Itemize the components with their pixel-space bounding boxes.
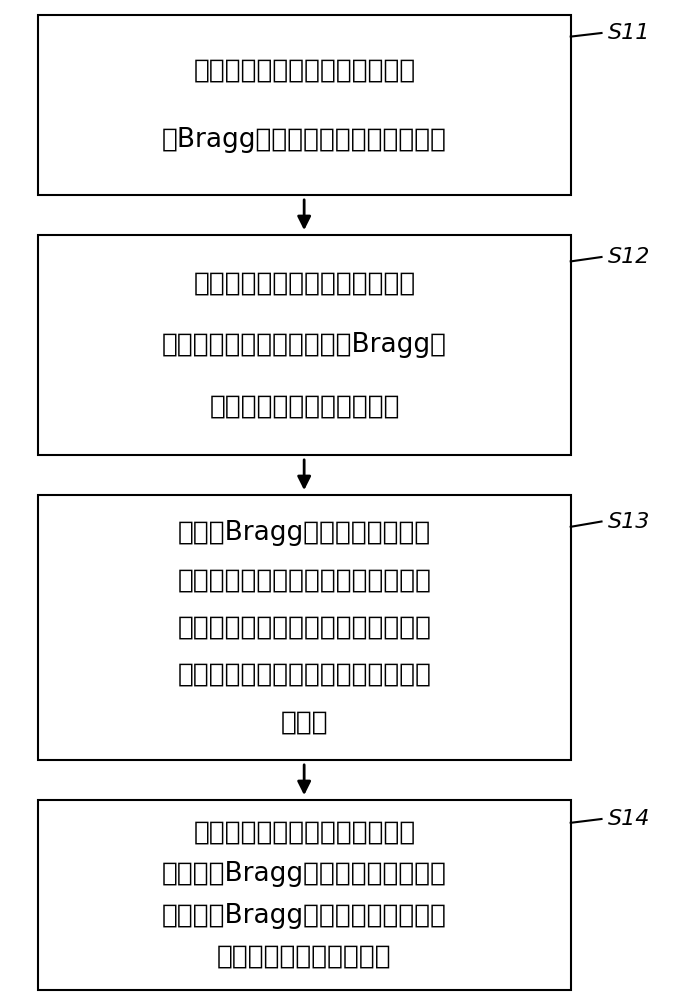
Bar (38, 800, 571, 990)
Text: 度传感器进行标定，将光纤Bragg光: 度传感器进行标定，将光纤Bragg光 (162, 332, 447, 358)
Text: 成的光纤Bragg光栅中心波长漂移量: 成的光纤Bragg光栅中心波长漂移量 (162, 861, 447, 887)
Bar (38, 235, 571, 455)
Text: 纤Bragg光栅栅区，制成湿度传感器: 纤Bragg光栅栅区，制成湿度传感器 (162, 127, 447, 153)
Text: 栅中心波长值与湿度值对应: 栅中心波长值与湿度值对应 (209, 393, 400, 419)
Text: 并对光纤Bragg光栅中心波长进行补: 并对光纤Bragg光栅中心波长进行补 (162, 903, 447, 929)
Text: 变化量与外界环境温度变化量之间的: 变化量与外界环境温度变化量之间的 (177, 662, 432, 688)
Text: S14: S14 (608, 809, 650, 829)
Text: 对光纤Bragg光栅湿度传感器进: 对光纤Bragg光栅湿度传感器进 (178, 520, 431, 546)
Text: S12: S12 (608, 247, 650, 267)
Text: 关系；: 关系； (280, 709, 329, 735)
Text: 通过线性插值法得出温度变化造: 通过线性插值法得出温度变化造 (193, 820, 416, 846)
Text: 温度补偿系数，得出传感器中心波长: 温度补偿系数，得出传感器中心波长 (177, 614, 432, 641)
Text: S11: S11 (608, 23, 650, 43)
Text: 将改性的含氟聚酰亚胺涂覆到光: 将改性的含氟聚酰亚胺涂覆到光 (193, 57, 416, 83)
Text: 偿并对湿度进行反演计算: 偿并对湿度进行反演计算 (217, 944, 392, 970)
Bar (38, 495, 571, 760)
Text: 行温度补偿，通过分段标定方法得到: 行温度补偿，通过分段标定方法得到 (177, 567, 432, 593)
Bar (38, 15, 571, 195)
Text: 使用饱和盐溶液湿度标定法对湿: 使用饱和盐溶液湿度标定法对湿 (193, 271, 416, 297)
Text: S13: S13 (608, 512, 650, 532)
